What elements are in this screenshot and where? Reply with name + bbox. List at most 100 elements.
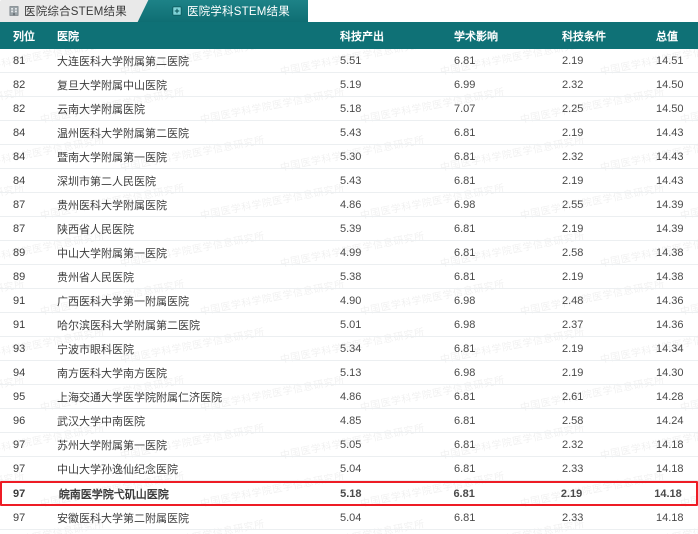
cell-hospital: 中山大学孙逸仙纪念医院: [57, 463, 178, 476]
cell-output: 5.04: [340, 511, 362, 524]
table-row[interactable]: 93 宁波市眼科医院 5.34 6.81 2.19 14.34: [0, 337, 698, 361]
cell-hospital: 陕西省人民医院: [57, 223, 134, 236]
cell-impact: 6.81: [454, 54, 476, 67]
column-header-impact[interactable]: 学术影响: [454, 30, 498, 43]
cell-impact: 6.81: [454, 270, 476, 283]
cell-hospital: 中山大学附属第一医院: [57, 247, 167, 260]
table-row[interactable]: 97 苏州大学附属第一医院 5.05 6.81 2.32 14.18: [0, 433, 698, 457]
cell-total: 14.39: [656, 198, 684, 211]
table-row[interactable]: 89 中山大学附属第一医院 4.99 6.81 2.58 14.38: [0, 241, 698, 265]
cell-condition: 2.33: [562, 462, 584, 475]
cell-impact: 6.98: [454, 366, 476, 379]
cell-total: 14.36: [656, 318, 684, 331]
cell-rank: 97: [13, 487, 26, 500]
table-row[interactable]: 95 上海交通大学医学院附属仁济医院 4.86 6.81 2.61 14.28: [0, 385, 698, 409]
cell-condition: 2.19: [562, 366, 584, 379]
cell-condition: 2.19: [562, 342, 584, 355]
tab-bar: 医院综合STEM结果 医院学科STEM结果: [0, 0, 698, 22]
cell-rank: 94: [13, 366, 26, 379]
table-row[interactable]: 84 温州医科大学附属第二医院 5.43 6.81 2.19 14.43: [0, 121, 698, 145]
table-row[interactable]: 94 南方医科大学南方医院 5.13 6.98 2.19 14.30: [0, 361, 698, 385]
cell-impact: 6.81: [454, 342, 476, 355]
cell-hospital: 温州医科大学附属第二医院: [57, 127, 189, 140]
cell-impact: 6.81: [454, 414, 476, 427]
cell-condition: 2.32: [562, 78, 584, 91]
cell-hospital: 哈尔滨医科大学附属第二医院: [57, 319, 200, 332]
cell-rank: 97: [13, 511, 26, 524]
cell-condition: 2.32: [562, 150, 584, 163]
cell-hospital: 云南大学附属医院: [57, 103, 145, 116]
cell-condition: 2.19: [562, 126, 584, 139]
cell-total: 14.18: [656, 511, 684, 524]
cell-rank: 93: [13, 342, 26, 355]
cell-hospital: 武汉大学中南医院: [57, 415, 145, 428]
table-row[interactable]: 96 武汉大学中南医院 4.85 6.81 2.58 14.24: [0, 409, 698, 433]
cell-condition: 2.33: [562, 511, 584, 524]
cell-output: 5.18: [340, 102, 362, 115]
cell-rank: 82: [13, 102, 26, 115]
table-row[interactable]: 91 广西医科大学第一附属医院 4.90 6.98 2.48 14.36: [0, 289, 698, 313]
cell-output: 5.19: [340, 78, 362, 91]
cell-total: 14.43: [656, 150, 684, 163]
table-row[interactable]: 91 哈尔滨医科大学附属第二医院 5.01 6.98 2.37 14.36: [0, 313, 698, 337]
column-header-total[interactable]: 总值: [656, 30, 678, 43]
table-row[interactable]: 87 贵州医科大学附属医院 4.86 6.98 2.55 14.39: [0, 193, 698, 217]
cell-condition: 2.58: [562, 246, 584, 259]
cell-total: 14.38: [656, 246, 684, 259]
cell-impact: 7.07: [454, 102, 476, 115]
cell-total: 14.28: [656, 390, 684, 403]
column-header-hospital[interactable]: 医院: [57, 30, 79, 43]
table-row[interactable]: 84 深圳市第二人民医院 5.43 6.81 2.19 14.43: [0, 169, 698, 193]
cell-output: 4.99: [340, 246, 362, 259]
column-header-output[interactable]: 科技产出: [340, 30, 384, 43]
cell-impact: 6.81: [453, 487, 475, 500]
cell-impact: 6.81: [454, 246, 476, 259]
cell-condition: 2.61: [562, 390, 584, 403]
table-row[interactable]: 87 陕西省人民医院 5.39 6.81 2.19 14.39: [0, 217, 698, 241]
cell-rank: 84: [13, 150, 26, 163]
cell-impact: 6.98: [454, 198, 476, 211]
cell-impact: 6.81: [454, 511, 476, 524]
cell-impact: 6.81: [454, 438, 476, 451]
table-row[interactable]: 97 安徽医科大学第二附属医院 5.04 6.81 2.33 14.18: [0, 506, 698, 530]
cell-output: 5.43: [340, 126, 362, 139]
cell-impact: 6.81: [454, 222, 476, 235]
column-header-rank[interactable]: 列位: [13, 30, 35, 43]
table-row[interactable]: 89 贵州省人民医院 5.38 6.81 2.19 14.38: [0, 265, 698, 289]
cell-output: 5.04: [340, 462, 362, 475]
cell-output: 5.38: [340, 270, 362, 283]
cell-rank: 97: [13, 462, 26, 475]
table-row[interactable]: 97 中山大学孙逸仙纪念医院 5.04 6.81 2.33 14.18: [0, 457, 698, 481]
cell-output: 4.86: [340, 390, 362, 403]
cell-impact: 6.98: [454, 294, 476, 307]
building-icon: [9, 6, 19, 16]
cell-hospital: 安徽医科大学第二附属医院: [57, 512, 189, 525]
cell-output: 5.39: [340, 222, 362, 235]
cell-total: 14.50: [656, 78, 684, 91]
cell-total: 14.34: [656, 342, 684, 355]
table-row[interactable]: 84 暨南大学附属第一医院 5.30 6.81 2.32 14.43: [0, 145, 698, 169]
table-row[interactable]: 82 复旦大学附属中山医院 5.19 6.99 2.32 14.50: [0, 73, 698, 97]
cell-rank: 89: [13, 270, 26, 283]
tab-hospital-discipline-stem[interactable]: 医院学科STEM结果: [152, 0, 308, 22]
table-row[interactable]: 82 云南大学附属医院 5.18 7.07 2.25 14.50: [0, 97, 698, 121]
column-header-condition[interactable]: 科技条件: [562, 30, 606, 43]
cell-total: 14.24: [656, 414, 684, 427]
cell-hospital: 暨南大学附属第一医院: [57, 151, 167, 164]
tab-label: 医院学科STEM结果: [186, 6, 290, 18]
cell-output: 5.43: [340, 174, 362, 187]
cell-output: 5.51: [340, 54, 362, 67]
cell-output: 5.13: [340, 366, 362, 379]
table-row[interactable]: 81 大连医科大学附属第二医院 5.51 6.81 2.19 14.51: [0, 49, 698, 73]
cell-total: 14.18: [656, 438, 684, 451]
cell-total: 14.30: [656, 366, 684, 379]
cell-condition: 2.19: [560, 487, 583, 500]
cell-impact: 6.98: [454, 318, 476, 331]
cell-hospital: 贵州省人民医院: [57, 271, 134, 284]
cell-condition: 2.19: [562, 222, 584, 235]
cell-hospital: 上海交通大学医学院附属仁济医院: [57, 391, 222, 404]
tab-hospital-comprehensive-stem[interactable]: 医院综合STEM结果: [0, 0, 153, 22]
cell-total: 14.39: [656, 222, 684, 235]
cell-hospital: 贵州医科大学附属医院: [57, 199, 167, 212]
cell-impact: 6.99: [454, 78, 476, 91]
